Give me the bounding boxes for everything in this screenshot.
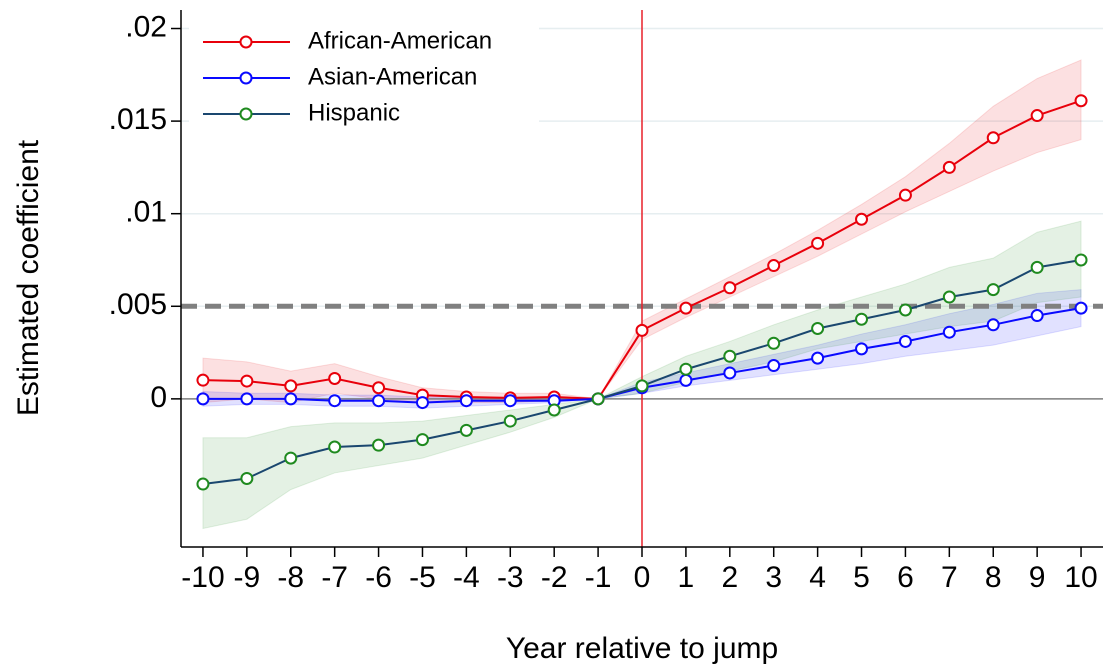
data-point <box>328 440 342 454</box>
data-point <box>196 477 210 491</box>
data-point <box>986 318 1000 332</box>
data-point <box>372 394 386 408</box>
data-point <box>1074 253 1088 267</box>
x-tick-label: -9 <box>234 561 261 594</box>
data-point <box>328 394 342 408</box>
data-point <box>855 212 869 226</box>
x-tick-label: -8 <box>277 561 304 594</box>
legend-marker <box>239 71 253 85</box>
legend-marker <box>239 35 253 49</box>
data-point <box>942 325 956 339</box>
x-tick-label: 7 <box>941 561 958 594</box>
data-point <box>240 392 254 406</box>
legend-label: African-American <box>308 27 492 54</box>
data-point <box>679 362 693 376</box>
data-point <box>1074 301 1088 315</box>
x-tick-label: 4 <box>809 561 826 594</box>
data-point <box>240 471 254 485</box>
data-point <box>284 379 298 393</box>
x-tick-label: -10 <box>181 561 224 594</box>
x-tick-label: -5 <box>409 561 436 594</box>
y-tick-label: .005 <box>109 288 167 321</box>
x-tick-label: 10 <box>1064 561 1097 594</box>
data-point <box>372 438 386 452</box>
data-point <box>459 423 473 437</box>
data-point <box>986 283 1000 297</box>
y-axis-title: Estimated coefficient <box>12 139 45 416</box>
data-point <box>723 349 737 363</box>
data-point <box>284 451 298 465</box>
data-point <box>767 259 781 273</box>
data-point <box>898 188 912 202</box>
data-point <box>196 373 210 387</box>
x-tick-label: 0 <box>634 561 651 594</box>
data-point <box>1074 94 1088 108</box>
x-tick-label: 1 <box>678 561 695 594</box>
data-point <box>503 394 517 408</box>
x-tick-label: 9 <box>1029 561 1046 594</box>
data-point <box>723 281 737 295</box>
x-axis-title: Year relative to jump <box>506 632 778 665</box>
data-point <box>898 303 912 317</box>
data-point <box>459 394 473 408</box>
data-point <box>811 236 825 250</box>
y-tick-label: .01 <box>125 196 167 229</box>
data-point <box>415 433 429 447</box>
x-tick-label: 2 <box>721 561 738 594</box>
y-tick-label: .015 <box>109 103 167 136</box>
legend-label: Hispanic <box>308 99 400 126</box>
data-point <box>1030 309 1044 323</box>
data-point <box>723 366 737 380</box>
confidence-band <box>202 220 1082 530</box>
legend-marker <box>239 107 253 121</box>
data-point <box>284 392 298 406</box>
y-tick-label: .02 <box>125 10 167 43</box>
data-point <box>1030 260 1044 274</box>
y-tick-label: 0 <box>150 381 167 414</box>
x-tick-label: -1 <box>585 561 612 594</box>
data-point <box>811 321 825 335</box>
data-point <box>503 414 517 428</box>
data-point <box>679 301 693 315</box>
data-point <box>415 396 429 410</box>
data-point <box>240 374 254 388</box>
data-point <box>635 379 649 393</box>
x-tick-label: 5 <box>853 561 870 594</box>
x-tick-label: -7 <box>321 561 348 594</box>
data-point <box>855 312 869 326</box>
data-point <box>811 351 825 365</box>
data-point <box>679 373 693 387</box>
legend-label: Asian-American <box>308 63 477 90</box>
data-point <box>1030 109 1044 123</box>
data-point <box>942 160 956 174</box>
x-tick-label: -2 <box>541 561 568 594</box>
data-point <box>767 336 781 350</box>
data-point <box>372 381 386 395</box>
x-tick-label: 3 <box>765 561 782 594</box>
data-point <box>328 371 342 385</box>
data-point <box>942 290 956 304</box>
x-tick-label: 8 <box>985 561 1002 594</box>
data-point <box>591 392 605 406</box>
x-tick-label: 6 <box>897 561 914 594</box>
data-point <box>855 342 869 356</box>
x-tick-label: -3 <box>497 561 524 594</box>
data-point <box>898 334 912 348</box>
data-point <box>635 323 649 337</box>
data-point <box>986 131 1000 145</box>
x-tick-label: -6 <box>365 561 392 594</box>
data-point <box>196 392 210 406</box>
data-point <box>767 359 781 373</box>
data-point <box>547 403 561 417</box>
x-tick-label: -4 <box>453 561 480 594</box>
